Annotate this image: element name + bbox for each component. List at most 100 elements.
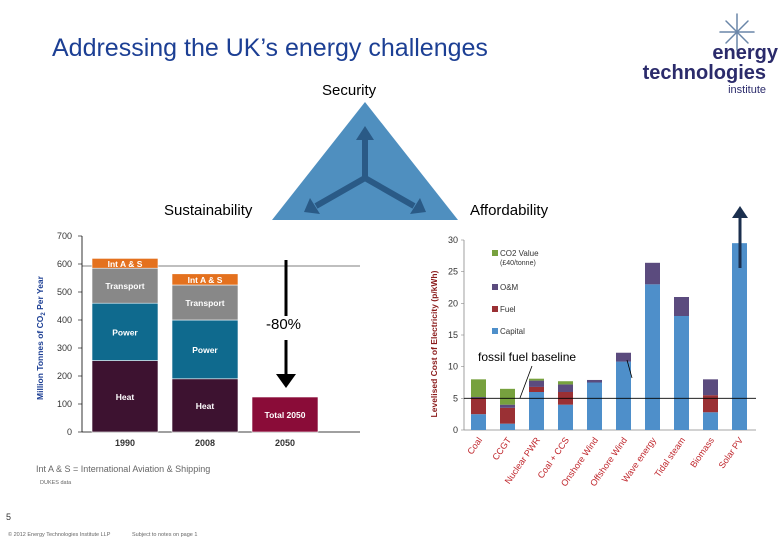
slide-title: Addressing the UK’s energy challenges <box>52 34 488 62</box>
cost-segment-capital-ccgt <box>500 423 515 430</box>
logo-sparkle-icon <box>719 13 755 51</box>
aviation-footnote: Int A & S = International Aviation & Shi… <box>36 464 211 474</box>
page-number: 5 <box>6 512 12 522</box>
triangle-label-security: Security <box>322 82 377 99</box>
cost-category-biomass: Biomass <box>688 435 716 469</box>
cost-segment-fuel-biomass <box>703 395 718 413</box>
cost-segment-capital-offshore-wind <box>616 361 631 430</box>
segment-label-heat-2008: Heat <box>196 401 215 411</box>
chart2-tick-label: 25 <box>448 267 458 277</box>
chart1-tick-label: 200 <box>57 371 72 381</box>
chart1-tick-label: 0 <box>67 427 72 437</box>
cost-segment-o-m-nuclear-pwr <box>529 380 544 387</box>
cost-segment-o-m-coal <box>471 397 486 399</box>
affordability-arrow-head <box>732 206 748 218</box>
segment-label-total-2050-2050: Total 2050 <box>265 410 306 420</box>
legend-sublabel-co2-value: (£40/tonne) <box>500 260 536 267</box>
cost-segment-capital-wave-energy <box>645 284 660 430</box>
reduction-arrow <box>276 260 296 388</box>
notes-reference: Subject to notes on page 1 <box>132 532 198 538</box>
eti-logo: energy technologies institute <box>638 12 778 98</box>
chart2-tick-label: 5 <box>453 393 458 403</box>
legend-label-fuel: Fuel <box>500 305 516 314</box>
chart1-y-ticks: 0 100 200 300 400 500 600 700 <box>57 231 82 437</box>
segment-label-int-a-s-2008: Int A & S <box>188 275 223 285</box>
triangle-label-sustainability: Sustainability <box>164 202 253 219</box>
chart2-bars <box>471 243 747 430</box>
segment-label-power-1990: Power <box>112 327 138 337</box>
logo-word-energy: energy <box>712 42 778 64</box>
affordability-arrow <box>732 206 748 268</box>
cost-segment-capital-coal-ccs <box>558 404 573 430</box>
segment-label-transport-2008: Transport <box>185 298 224 308</box>
chart1-bars: Heat Power Transport Int A & S Heat Power Tran… <box>91 258 319 433</box>
cost-category-tidal-steam: Tidal steam <box>652 435 687 479</box>
triangle-arrows <box>304 126 426 214</box>
legend-swatch-fuel <box>492 306 498 312</box>
baseline-pointer-2 <box>626 359 633 379</box>
cost-segment-capital-solar-pv <box>732 243 747 430</box>
bar-segment-int-a-s-2008 <box>171 273 239 286</box>
chart1-tick-label: 600 <box>57 259 72 269</box>
legend-label-o-m: O&M <box>500 283 519 292</box>
chart2-tick-label: 15 <box>448 330 458 340</box>
cost-segment-capital-coal <box>471 414 486 430</box>
chart1-categories: 1990 2008 2050 <box>115 438 295 448</box>
cost-segment-fuel-ccgt <box>500 407 515 424</box>
legend-swatch-capital <box>492 328 498 334</box>
cost-category-coal: Coal <box>465 435 484 456</box>
category-label-2050: 2050 <box>275 438 295 448</box>
chart1-tick-label: 500 <box>57 287 72 297</box>
cost-segment-co2-value-coal-ccs <box>558 381 573 385</box>
logo-word-technologies: technologies <box>642 62 766 84</box>
chart2-y-axis-label: Levelised Cost of Electricity (p/kWh) <box>429 270 439 417</box>
category-label-1990: 1990 <box>115 438 135 448</box>
bar-segment-transport-2008 <box>171 284 239 321</box>
legend-swatch-co2-value <box>492 250 498 256</box>
chart1-tick-label: 400 <box>57 315 72 325</box>
copyright-text: © 2012 Energy Technologies Institute LLP <box>8 532 111 538</box>
cost-segment-capital-onshore-wind <box>587 382 602 430</box>
cost-segment-o-m-coal-ccs <box>558 384 573 392</box>
cost-segment-capital-tidal-steam <box>674 316 689 430</box>
co2-emissions-chart: 0 100 200 300 400 500 600 700 Heat Power Transpor… <box>35 231 360 448</box>
segment-label-power-2008: Power <box>192 345 218 355</box>
cost-segment-o-m-onshore-wind <box>587 379 602 383</box>
chart2-tick-label: 30 <box>448 235 458 245</box>
legend-label-co2-value: CO2 Value <box>500 249 539 258</box>
bar-segment-power-1990 <box>91 302 159 361</box>
cost-segment-o-m-biomass <box>703 379 718 396</box>
chart1-y-axis-label: Million Tonnes of CO2 Per Year <box>35 275 47 400</box>
chart2-legend: CO2 Value (£40/tonne) O&M Fuel Capital <box>492 249 539 336</box>
cost-segment-co2-value-ccgt <box>500 388 515 405</box>
baseline-pointer <box>519 365 533 399</box>
segment-label-int-a-s-1990: Int A & S <box>108 259 143 269</box>
chart1-tick-label: 100 <box>57 399 72 409</box>
cost-segment-fuel-nuclear-pwr <box>529 386 544 392</box>
baseline-label: fossil fuel baseline <box>478 350 577 364</box>
cost-segment-co2-value-coal <box>471 379 486 398</box>
cost-segment-o-m-tidal-steam <box>674 297 689 316</box>
cost-segment-co2-value-nuclear-pwr <box>529 378 544 381</box>
cost-segment-o-m-offshore-wind <box>616 352 631 362</box>
category-label-2008: 2008 <box>195 438 215 448</box>
legend-label-capital: Capital <box>500 327 525 336</box>
reduction-arrow-head <box>276 374 296 388</box>
segment-label-heat-1990: Heat <box>116 392 135 402</box>
cost-segment-capital-nuclear-pwr <box>529 392 544 430</box>
segment-label-transport-1990: Transport <box>105 281 144 291</box>
chart2-tick-label: 20 <box>448 298 458 308</box>
chart1-tick-label: 700 <box>57 231 72 241</box>
logo-word-institute: institute <box>728 84 766 96</box>
bar-segment-power-2008 <box>171 319 239 380</box>
triangle-label-affordability: Affordability <box>470 202 549 219</box>
cost-segment-o-m-wave-energy <box>645 262 660 285</box>
source-note: DUKES data <box>40 480 72 486</box>
cost-category-solar-pv: Solar PV <box>717 435 746 470</box>
energy-trilemma-triangle <box>272 102 458 220</box>
bar-segment-heat-2008 <box>171 378 239 433</box>
levelised-cost-chart: 0 5 10 15 20 25 30 CO2 Value (£40/tonne) O&M Fuel… <box>429 230 756 488</box>
cost-segment-o-m-ccgt <box>500 404 515 408</box>
bar-segment-total-2050-2050 <box>251 396 319 433</box>
